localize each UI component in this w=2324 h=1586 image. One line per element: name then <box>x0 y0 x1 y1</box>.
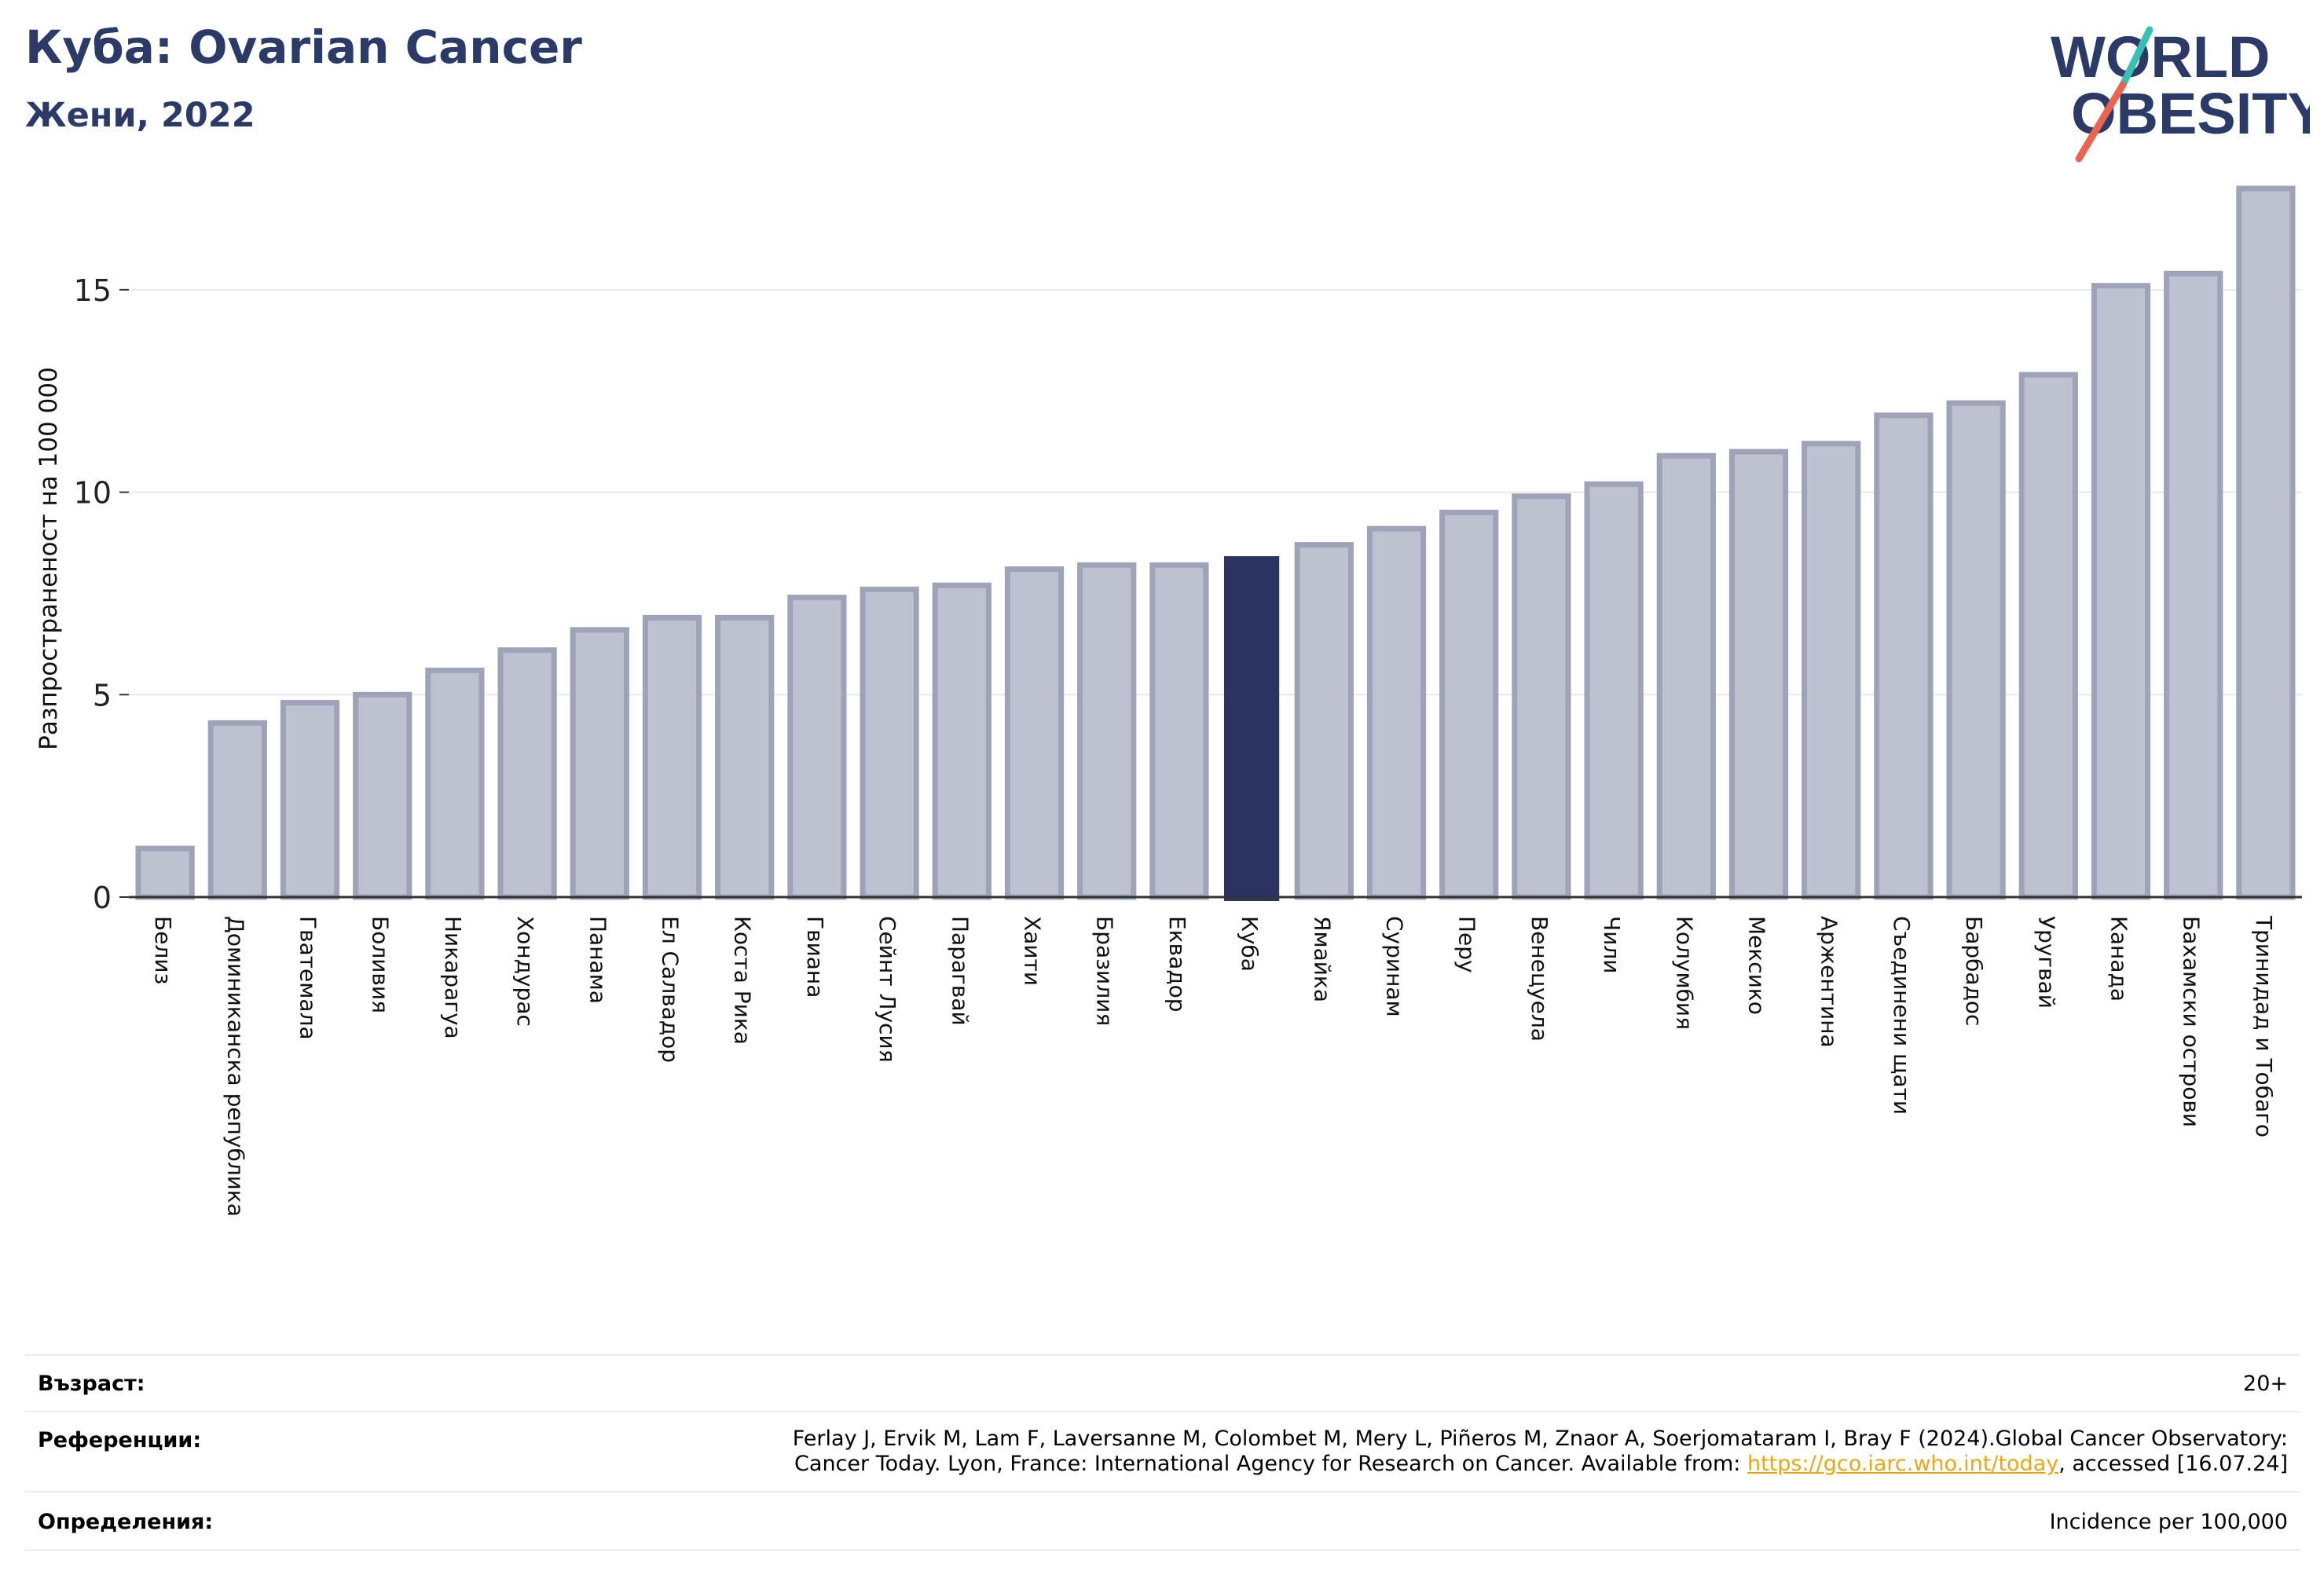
y-tick-label: 0 <box>93 881 112 915</box>
world-obesity-logo: WORLD OBESITY <box>2051 24 2310 163</box>
x-tick-label: Боливия <box>368 916 394 1013</box>
definitions-value: Incidence per 100,000 <box>2049 1510 2288 1534</box>
bar <box>1802 441 1861 900</box>
logo-line-world: WORLD <box>2051 24 2271 90</box>
bar <box>135 845 195 900</box>
bar <box>1584 481 1644 900</box>
y-tick-label: 15 <box>74 273 112 308</box>
references-line-2-start: Cancer Today. Lyon, France: Internationa… <box>794 1452 1747 1476</box>
chart-subtitle: Жени, 2022 <box>25 96 255 135</box>
y-tick-label: 5 <box>93 678 112 712</box>
references-line-2: Cancer Today. Lyon, France: Internationa… <box>793 1452 2288 1477</box>
bar <box>1439 509 1499 900</box>
x-tick-label: Суринам <box>1382 916 1408 1017</box>
bar <box>280 700 340 900</box>
x-tick-label: Сейнт Лусия <box>874 916 900 1063</box>
x-tick-label: Хаити <box>1020 916 1046 986</box>
y-tick-label: 10 <box>74 476 112 511</box>
bar <box>1946 400 2006 900</box>
x-tick-label: Бразилия <box>1092 916 1118 1026</box>
bar <box>932 582 992 900</box>
bar <box>715 614 775 900</box>
x-tick-label: Мексико <box>1744 916 1770 1015</box>
x-tick-label: Канада <box>2106 916 2132 1002</box>
x-tick-label: Ел Салвадор <box>658 916 684 1063</box>
bar <box>1656 452 1716 900</box>
bar <box>2018 372 2078 900</box>
bar-chart: 0 5 10 15 Разпространеност на 100 000 Белиз Д… <box>35 185 2302 1217</box>
x-tick-label: Еквадор <box>1164 916 1190 1013</box>
x-tick-label: Панама <box>585 916 610 1004</box>
bar <box>425 667 485 900</box>
x-tick-label: Бахамски острови <box>2179 916 2205 1127</box>
footer-row-age: Възраст: 20+ <box>25 1354 2300 1412</box>
x-tick-label: Колумбия <box>1671 916 1697 1030</box>
bar <box>642 614 702 900</box>
x-tick-label: Доминиканска република <box>222 916 248 1217</box>
chart-title: Куба: Ovarian Cancer <box>25 20 582 74</box>
definitions-label: Определения: <box>38 1510 214 1534</box>
bar-highlighted <box>1223 556 1280 901</box>
x-tick-label: Белиз <box>150 916 176 984</box>
bar <box>353 691 412 900</box>
logo-line-obesity: OBESITY <box>2071 81 2310 146</box>
references-line-1: Ferlay J, Ervik M, Lam F, Laversanne M, … <box>792 1427 2288 1451</box>
x-tick-label: Барбадос <box>1961 916 1987 1026</box>
age-label: Възраст: <box>38 1372 145 1396</box>
age-value: 20+ <box>2243 1372 2288 1396</box>
x-tick-label: Хондурас <box>512 916 538 1027</box>
bar <box>2091 283 2151 900</box>
footer-row-references: Референции: Ferlay J, Ervik M, Lam F, La… <box>25 1411 2300 1493</box>
x-tick-label: Ямайка <box>1309 916 1335 1002</box>
footer-row-definitions: Определения: Incidence per 100,000 <box>25 1491 2300 1551</box>
x-tick-label: Коста Рика <box>730 916 756 1045</box>
x-tick-label: Никарагуа <box>440 916 466 1039</box>
references-text: Ferlay J, Ervik M, Lam F, Laversanne M, … <box>793 1427 2288 1477</box>
x-tick-label: Куба <box>1237 916 1263 972</box>
x-tick-label: Уругвай <box>2033 916 2059 1009</box>
x-tick-label: Тринидад и Тобаго <box>2251 915 2277 1137</box>
bar <box>1366 526 1427 900</box>
x-tick-label: Гвиана <box>802 916 828 998</box>
x-tick-label: Венецуела <box>1527 916 1552 1042</box>
x-tick-label: Парагвай <box>947 916 973 1026</box>
references-line-2-end: , accessed [16.07.24] <box>2058 1452 2288 1476</box>
x-tick-label: Гватемала <box>295 916 321 1040</box>
x-tick-label: Съединени щати <box>1889 916 1915 1115</box>
bar <box>1728 449 1789 900</box>
references-link[interactable]: https://gco.iarc.who.int/today <box>1747 1452 2059 1476</box>
logo-slash-teal <box>2119 26 2154 89</box>
x-tick-label: Чили <box>1599 916 1625 974</box>
bar <box>207 720 267 900</box>
y-axis-label: Разпространеност на 100 000 <box>35 367 63 750</box>
bar <box>2164 270 2223 900</box>
bar <box>2236 185 2296 900</box>
references-label: Референции: <box>38 1428 202 1452</box>
bar <box>860 586 919 900</box>
bar <box>1149 562 1209 900</box>
logo-slash-red <box>2075 81 2127 163</box>
x-tick-label: Перу <box>1454 916 1480 973</box>
x-tick-label: Аржентина <box>1816 916 1842 1048</box>
bar <box>497 647 557 900</box>
bar <box>787 595 847 900</box>
bar <box>1004 566 1065 900</box>
bar <box>1512 493 1571 900</box>
bar <box>1077 562 1137 900</box>
bar <box>1294 542 1354 900</box>
bar <box>570 627 629 900</box>
bar <box>1874 412 1934 900</box>
